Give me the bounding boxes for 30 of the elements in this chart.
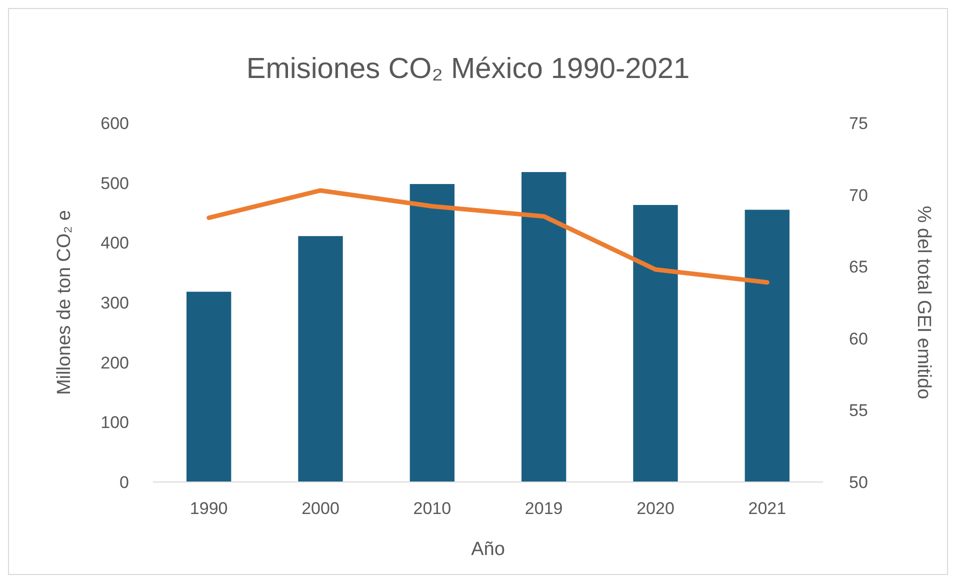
y-tick-label: 600 (100, 114, 129, 133)
y2-tick-label: 65 (849, 258, 868, 277)
chart-title: Emisiones CO₂ México 1990-2021 (246, 53, 690, 85)
bar (522, 172, 566, 482)
bar (298, 236, 343, 482)
bar (186, 292, 232, 482)
bar (633, 204, 678, 482)
y-tick-label: 300 (100, 293, 129, 312)
x-tick-label: 2010 (413, 499, 452, 518)
y2-tick-label: 60 (849, 329, 868, 348)
x-tick-label: 1990 (190, 499, 228, 518)
x-tick-label: 2021 (748, 499, 786, 518)
y2-tick-label: 75 (849, 114, 868, 133)
line-series (206, 188, 770, 285)
y-tick-label: 100 (100, 413, 129, 432)
y-tick-label: 500 (100, 174, 129, 193)
y2-axis-title: % del total GEI emitido (913, 206, 934, 400)
x-tick-label: 2000 (302, 499, 340, 518)
y-axis-title: Millones de ton CO₂ e (54, 210, 75, 395)
y-tick-label: 0 (120, 472, 129, 492)
bar (744, 210, 790, 482)
x-tick-label: 2019 (524, 499, 563, 518)
y2-tick-label: 70 (849, 186, 868, 205)
x-tick-label: 2020 (636, 499, 674, 518)
y-tick-label: 400 (100, 234, 129, 253)
y2-tick-label: 55 (849, 401, 868, 420)
bar (410, 184, 454, 482)
y-tick-label: 200 (100, 353, 129, 372)
x-axis-title: Año (471, 539, 505, 560)
y2-tick-label: 50 (849, 472, 868, 492)
